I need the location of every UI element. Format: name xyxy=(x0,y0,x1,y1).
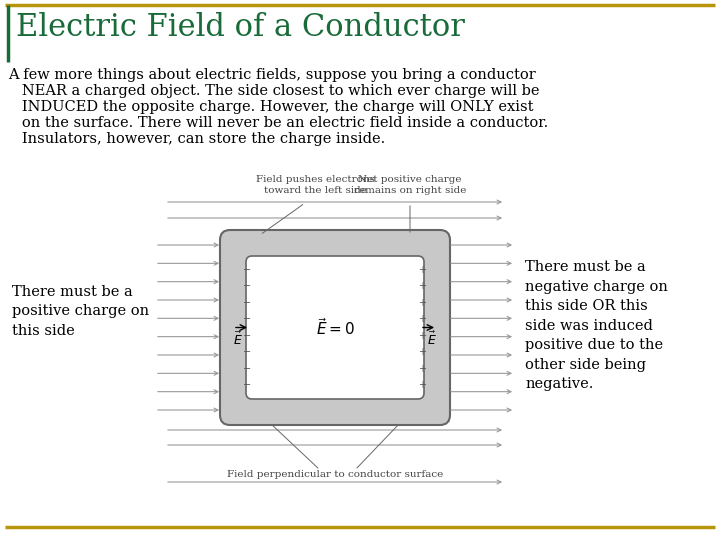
Text: −: − xyxy=(243,347,251,357)
Text: +: + xyxy=(418,347,426,357)
Text: +: + xyxy=(418,330,426,341)
Text: Net positive charge
remains on right side: Net positive charge remains on right sid… xyxy=(354,175,466,195)
FancyBboxPatch shape xyxy=(220,230,450,425)
Text: $\vec{E} = 0$: $\vec{E} = 0$ xyxy=(315,317,354,338)
Text: −: − xyxy=(243,380,251,390)
Text: on the surface. There will never be an electric field inside a conductor.: on the surface. There will never be an e… xyxy=(8,116,548,130)
Text: −: − xyxy=(243,314,251,325)
Text: A few more things about electric fields, suppose you bring a conductor: A few more things about electric fields,… xyxy=(8,68,536,82)
Text: +: + xyxy=(418,265,426,275)
Text: Electric Field of a Conductor: Electric Field of a Conductor xyxy=(16,12,465,43)
FancyBboxPatch shape xyxy=(246,256,424,399)
Text: +: + xyxy=(418,380,426,390)
Text: +: + xyxy=(418,281,426,292)
Text: −: − xyxy=(243,281,251,292)
Text: Field perpendicular to conductor surface: Field perpendicular to conductor surface xyxy=(227,470,443,479)
Text: +: + xyxy=(418,363,426,374)
Text: +: + xyxy=(418,298,426,308)
Text: +: + xyxy=(418,314,426,325)
Text: $\vec{E}$: $\vec{E}$ xyxy=(233,330,243,348)
Text: NEAR a charged object. The side closest to which ever charge will be: NEAR a charged object. The side closest … xyxy=(8,84,539,98)
Text: −: − xyxy=(243,363,251,374)
Text: Field pushes electrons
toward the left side: Field pushes electrons toward the left s… xyxy=(256,175,374,195)
Text: There must be a
positive charge on
this side: There must be a positive charge on this … xyxy=(12,285,149,338)
Text: $\vec{E}$: $\vec{E}$ xyxy=(427,330,437,348)
Text: There must be a
negative charge on
this side OR this
side was induced
positive d: There must be a negative charge on this … xyxy=(525,260,668,391)
Text: −: − xyxy=(243,298,251,308)
Text: Insulators, however, can store the charge inside.: Insulators, however, can store the charg… xyxy=(8,132,385,146)
Text: −: − xyxy=(243,330,251,341)
Text: −: − xyxy=(243,265,251,275)
Text: INDUCED the opposite charge. However, the charge will ONLY exist: INDUCED the opposite charge. However, th… xyxy=(8,100,534,114)
